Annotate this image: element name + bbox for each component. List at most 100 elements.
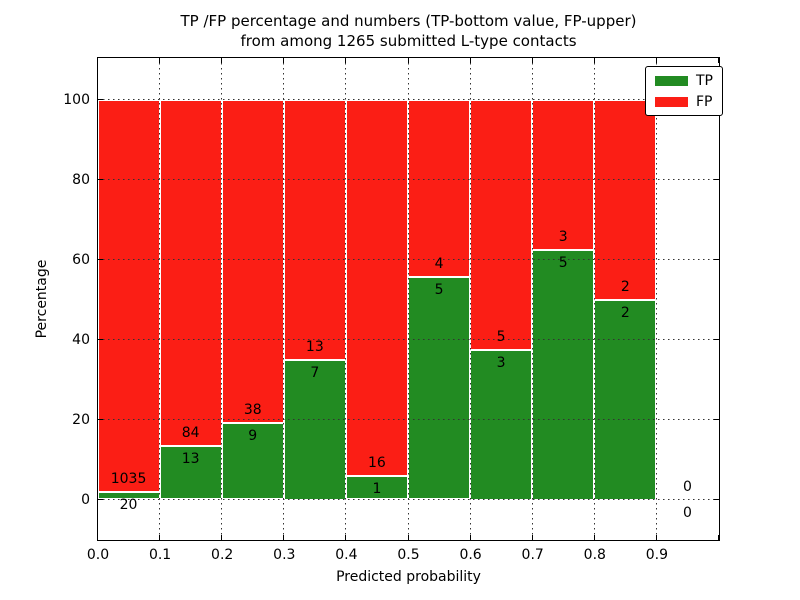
x-tick-mark bbox=[283, 57, 285, 63]
legend-label-tp: TP bbox=[696, 73, 713, 89]
y-tick-label: 0 bbox=[81, 492, 90, 508]
bar-label-tp-count: 20 bbox=[119, 496, 138, 513]
x-tick-label: 0.3 bbox=[273, 547, 296, 563]
x-tick-mark bbox=[655, 57, 657, 63]
legend-item: FP bbox=[655, 94, 713, 110]
bar-label-fp-count: 5 bbox=[496, 328, 506, 345]
vertical-gridline bbox=[345, 57, 347, 540]
bar-label-fp-count: 3 bbox=[558, 228, 568, 245]
y-tick-mark bbox=[713, 419, 719, 420]
x-tick-mark bbox=[407, 57, 409, 63]
y-tick-mark bbox=[713, 179, 719, 180]
x-tick-label: 0.9 bbox=[645, 547, 669, 563]
bar-label-tp-count: 9 bbox=[248, 427, 258, 444]
bar-label-fp-count: 16 bbox=[368, 454, 386, 471]
y-tick-mark bbox=[713, 499, 719, 500]
y-tick-label: 60 bbox=[72, 252, 90, 268]
legend-swatch-tp bbox=[655, 76, 688, 86]
x-tick-mark bbox=[531, 57, 533, 63]
y-tick-mark bbox=[97, 499, 103, 500]
bar-label-fp-count: 1035 bbox=[110, 470, 147, 487]
bar-label-tp-count: 5 bbox=[558, 254, 568, 271]
y-tick-label: 80 bbox=[72, 172, 90, 188]
bar-label-tp-count: 13 bbox=[181, 450, 200, 467]
bar-segment-fp bbox=[159, 99, 222, 446]
chart-title-line2: from among 1265 submitted L-type contact… bbox=[240, 32, 577, 50]
y-tick-mark bbox=[713, 339, 719, 340]
plot-area: 1035 20 84 13 38 9 13 7 16 1 4 5 5 3 3 5 2 2 0 0 bbox=[96, 56, 720, 541]
bar-label-fp-count: 13 bbox=[305, 338, 324, 355]
bar-segment-fp bbox=[408, 99, 471, 278]
y-tick-mark bbox=[97, 99, 103, 100]
x-axis-label: Predicted probability bbox=[336, 569, 481, 585]
x-tick-label: 0.5 bbox=[397, 547, 420, 563]
y-tick-mark bbox=[97, 179, 103, 180]
bar-segment-tp bbox=[221, 422, 284, 500]
legend-item: TP bbox=[655, 73, 713, 89]
x-tick-mark bbox=[345, 534, 347, 540]
bar-segment-tp bbox=[283, 359, 346, 500]
vertical-gridline bbox=[531, 57, 533, 540]
vertical-gridline bbox=[655, 57, 657, 540]
y-tick-label: 40 bbox=[72, 332, 90, 348]
bar-label-tp-count: 0 bbox=[682, 504, 692, 521]
x-tick-mark bbox=[718, 534, 719, 540]
y-tick-mark bbox=[713, 259, 719, 260]
horizontal-gridline bbox=[97, 419, 719, 420]
bar-segment-fp bbox=[470, 99, 533, 350]
vertical-gridline bbox=[593, 57, 595, 540]
x-tick-label: 0.0 bbox=[86, 547, 110, 563]
bar-label-fp-count: 0 bbox=[682, 478, 692, 495]
bar-segment-tp bbox=[470, 349, 533, 500]
x-tick-label: 0.7 bbox=[521, 547, 544, 563]
y-tick-label: 100 bbox=[63, 92, 90, 108]
horizontal-gridline bbox=[97, 259, 719, 260]
vertical-gridline bbox=[407, 57, 409, 540]
bar-label-fp-count: 84 bbox=[181, 424, 200, 441]
x-tick-label: 0.6 bbox=[459, 547, 482, 563]
bar-segment-fp bbox=[283, 99, 346, 360]
legend: TP FP bbox=[645, 66, 723, 116]
bar-label-fp-count: 38 bbox=[243, 401, 262, 418]
bar-label-fp-count: 2 bbox=[620, 278, 630, 295]
x-tick-mark bbox=[97, 534, 98, 540]
bar-label-tp-count: 1 bbox=[372, 480, 382, 497]
vertical-gridline bbox=[469, 57, 471, 540]
x-tick-label: 0.1 bbox=[148, 547, 172, 563]
y-tick-mark bbox=[97, 259, 103, 260]
y-tick-mark bbox=[97, 339, 103, 340]
x-tick-mark bbox=[159, 57, 161, 63]
bar-label-tp-count: 3 bbox=[496, 354, 506, 371]
vertical-gridline bbox=[159, 57, 161, 540]
x-tick-mark bbox=[97, 57, 98, 63]
horizontal-gridline bbox=[97, 179, 719, 180]
y-axis-label: Percentage bbox=[34, 259, 50, 339]
vertical-gridline bbox=[283, 57, 285, 540]
bar-segment-fp bbox=[221, 99, 284, 423]
x-tick-mark bbox=[593, 534, 595, 540]
vertical-gridline bbox=[221, 57, 223, 540]
bar-label-tp-count: 2 bbox=[620, 304, 630, 321]
horizontal-gridline bbox=[97, 339, 719, 340]
legend-swatch-fp bbox=[655, 97, 688, 107]
bar-label-tp-count: 5 bbox=[434, 282, 444, 299]
x-tick-mark bbox=[593, 57, 595, 63]
bar-segment-tp bbox=[159, 445, 222, 500]
horizontal-gridline bbox=[97, 99, 719, 100]
chart-title-line1: TP /FP percentage and numbers (TP-bottom… bbox=[180, 12, 637, 30]
x-tick-mark bbox=[407, 534, 409, 540]
bar-label-tp-count: 7 bbox=[310, 364, 320, 381]
x-tick-mark bbox=[221, 534, 223, 540]
x-tick-mark bbox=[718, 57, 719, 63]
x-tick-mark bbox=[221, 57, 223, 63]
x-tick-mark bbox=[655, 534, 657, 540]
x-tick-mark bbox=[283, 534, 285, 540]
bar-segment-tp bbox=[594, 299, 657, 500]
x-tick-label: 0.4 bbox=[335, 547, 358, 563]
x-tick-label: 0.8 bbox=[583, 547, 606, 563]
chart-title: TP /FP percentage and numbers (TP-bottom… bbox=[98, 11, 719, 51]
x-tick-mark bbox=[469, 534, 471, 540]
x-tick-mark bbox=[469, 57, 471, 63]
bar-segment-tp bbox=[408, 277, 471, 500]
